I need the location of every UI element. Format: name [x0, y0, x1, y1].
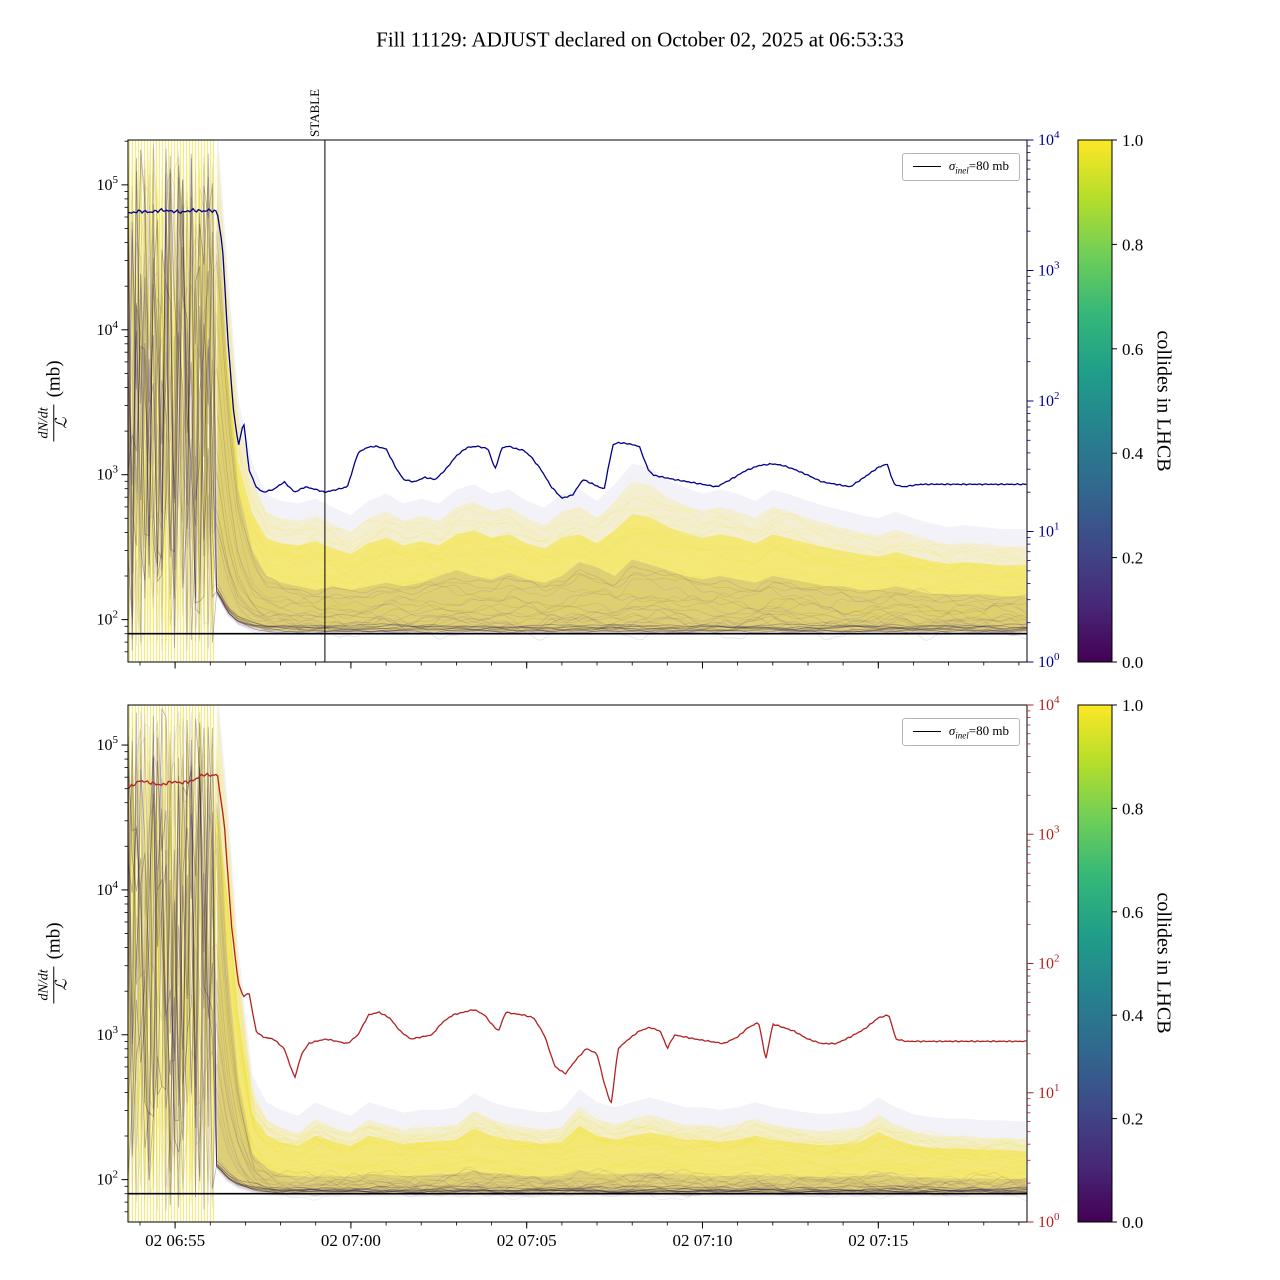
panel-0-data [128, 140, 1027, 662]
x-tick-label: 02 07:05 [497, 1231, 557, 1250]
colorbar-tick-label: 1.0 [1122, 131, 1143, 150]
ylabel-numerator: dN/dt [36, 404, 54, 442]
legend-line-sample [912, 731, 941, 733]
legend-sigma: σ [948, 158, 956, 173]
legend-sigma: σ [948, 723, 956, 738]
ylabel-denominator: ℒ [52, 417, 70, 429]
x-tick-label: 02 06:55 [145, 1231, 205, 1250]
legend-line-sample [912, 166, 941, 168]
rate-line [128, 207, 1027, 499]
colorbar-1 [1077, 704, 1113, 1223]
ylabel-fraction: dN/dt ℒ [36, 404, 70, 442]
svg-text:101: 101 [1038, 521, 1060, 541]
legend-rest: =80 mb [968, 723, 1009, 738]
svg-text:102: 102 [97, 609, 119, 629]
svg-text:101: 101 [1038, 1082, 1060, 1102]
legend-label: σinel=80 mb [949, 723, 1009, 741]
legend-sub: inel [955, 165, 969, 176]
svg-text:104: 104 [97, 879, 119, 899]
colorbar-tick-label: 0.4 [1122, 444, 1144, 463]
colorbar-tick-label: 0.6 [1122, 340, 1143, 359]
svg-text:102: 102 [1038, 953, 1060, 973]
colorbar-tick-label: 0.2 [1122, 1110, 1143, 1129]
figure-title: Fill 11129: ADJUST declared on October 0… [376, 27, 904, 52]
stable-annotation: STABLE [307, 88, 322, 138]
ylabel-unit: (mb) [42, 360, 64, 398]
x-tick-label: 02 07:00 [321, 1231, 381, 1250]
svg-text:102: 102 [97, 1169, 119, 1189]
svg-text:103: 103 [97, 1024, 119, 1044]
colorbar-label-bottom: collides in LHCB [1152, 892, 1175, 1034]
x-tick-label: 02 07:10 [673, 1231, 733, 1250]
svg-text:103: 103 [1038, 823, 1060, 843]
panel-1-data [128, 705, 1027, 1222]
x-tick-label: 02 07:15 [848, 1231, 908, 1250]
svg-text:103: 103 [97, 464, 119, 484]
colorbar-tick-label: 0.8 [1122, 235, 1143, 254]
colorbar-tick-label: 0.4 [1122, 1006, 1144, 1025]
svg-text:102: 102 [1038, 390, 1060, 410]
y-axis-label-top: dN/dt ℒ (mb) [36, 360, 70, 442]
svg-text:103: 103 [1038, 260, 1060, 280]
colorbar-0 [1077, 139, 1113, 663]
y-axis-label-bottom: dN/dt ℒ (mb) [36, 922, 70, 1004]
ylabel-numerator: dN/dt [36, 966, 54, 1004]
colorbar-tick-label: 0.2 [1122, 549, 1143, 568]
ylabel-unit: (mb) [42, 922, 64, 960]
svg-text:105: 105 [97, 174, 119, 194]
colorbar-tick-label: 0.0 [1122, 653, 1143, 672]
svg-text:104: 104 [1038, 694, 1060, 714]
legend-top: σinel=80 mb [901, 153, 1020, 181]
legend-sub: inel [955, 730, 969, 741]
colorbar-tick-label: 0.6 [1122, 903, 1143, 922]
rate-line [128, 772, 1027, 1104]
svg-text:100: 100 [1038, 1211, 1060, 1231]
colorbar-tick-label: 0.8 [1122, 799, 1143, 818]
colorbar-tick-label: 1.0 [1122, 696, 1143, 715]
legend-bottom: σinel=80 mb [901, 718, 1020, 746]
ylabel-denominator: ℒ [52, 979, 70, 991]
legend-label: σinel=80 mb [949, 158, 1009, 176]
colorbar-tick-label: 0.0 [1122, 1213, 1143, 1232]
legend-rest: =80 mb [968, 158, 1009, 173]
svg-text:105: 105 [97, 734, 119, 754]
ylabel-fraction: dN/dt ℒ [36, 966, 70, 1004]
colorbar-label-top: collides in LHCB [1152, 330, 1175, 472]
svg-text:104: 104 [1038, 129, 1060, 149]
svg-text:104: 104 [97, 319, 119, 339]
svg-text:100: 100 [1038, 651, 1060, 671]
